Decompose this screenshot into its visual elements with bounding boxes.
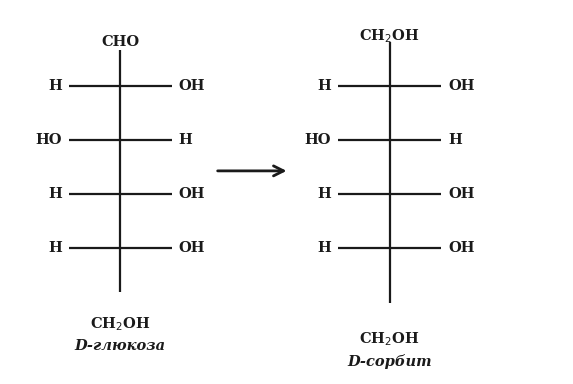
Text: OH: OH xyxy=(448,187,474,201)
Text: OH: OH xyxy=(448,79,474,93)
Text: OH: OH xyxy=(179,187,205,201)
Text: H: H xyxy=(317,79,331,93)
Text: CH$_2$OH: CH$_2$OH xyxy=(359,330,420,348)
Text: HO: HO xyxy=(305,133,331,147)
Text: CHO: CHO xyxy=(101,35,139,48)
Text: D-сорбит: D-сорбит xyxy=(347,354,432,369)
Text: CH$_2$OH: CH$_2$OH xyxy=(359,27,420,45)
Text: H: H xyxy=(48,241,62,255)
Text: HO: HO xyxy=(36,133,62,147)
Text: OH: OH xyxy=(179,241,205,255)
Text: H: H xyxy=(48,79,62,93)
Text: D-глюкоза: D-глюкоза xyxy=(74,339,166,353)
Text: OH: OH xyxy=(448,241,474,255)
Text: CH$_2$OH: CH$_2$OH xyxy=(90,315,151,333)
Text: H: H xyxy=(448,133,462,147)
Text: H: H xyxy=(317,187,331,201)
Text: H: H xyxy=(317,241,331,255)
Text: H: H xyxy=(48,187,62,201)
Text: OH: OH xyxy=(179,79,205,93)
Text: H: H xyxy=(179,133,193,147)
